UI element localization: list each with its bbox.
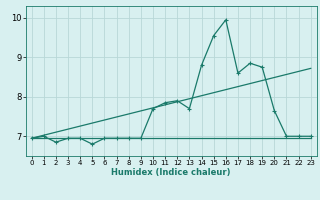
X-axis label: Humidex (Indice chaleur): Humidex (Indice chaleur) — [111, 168, 231, 177]
